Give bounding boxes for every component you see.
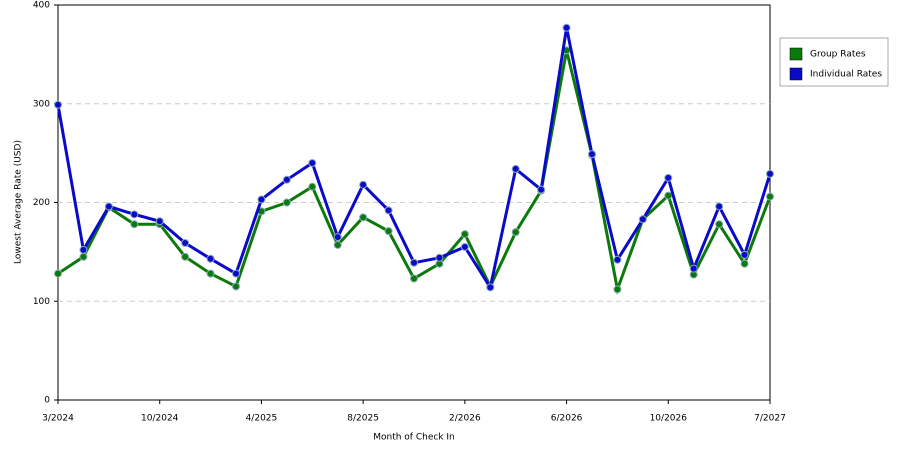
point [359,180,368,189]
point [181,238,190,247]
point [181,252,190,261]
y-tick-label: 300 [33,99,50,109]
point [435,253,444,262]
point [410,274,418,283]
point [333,233,342,242]
point [232,269,240,278]
point [613,255,622,264]
point [359,213,368,222]
point [460,242,469,251]
legend-swatch [789,47,803,61]
point [130,210,139,219]
point [155,217,164,226]
point [562,23,571,32]
point [206,254,215,263]
x-axis-label: Month of Check In [373,433,455,443]
point [232,282,240,291]
point [766,169,774,178]
point [54,100,62,109]
x-tick-label: 3/2024 [42,414,74,424]
point [740,250,749,259]
point [613,285,622,294]
point [410,258,418,267]
point [308,159,317,167]
point [384,227,393,236]
point [511,164,520,173]
point [715,202,724,211]
point [486,283,495,292]
y-tick-label: 200 [33,198,50,208]
point [79,252,88,261]
x-tick-label: 10/2024 [141,414,179,424]
point [460,230,469,239]
y-axis-label: Lowest Average Rate (USD) [14,140,24,264]
legend-label: Group Rates [810,50,866,60]
x-tick-label: 10/2026 [650,414,688,424]
point [104,202,113,211]
point [130,220,139,229]
point [740,259,749,268]
x-tick-label: 8/2025 [347,414,379,424]
point [308,182,317,191]
point [206,269,215,278]
x-tick-label: 2/2026 [449,414,481,424]
x-tick-label: 4/2025 [246,414,278,424]
point [257,195,266,204]
point [282,198,291,207]
point [664,173,673,182]
y-tick-label: 0 [44,396,50,406]
point [588,150,596,159]
point [54,269,62,278]
point [511,228,520,237]
point [333,240,342,249]
point [766,192,774,201]
point [689,264,698,273]
point [282,175,291,184]
point [715,220,724,229]
point [537,185,546,194]
point [638,215,647,224]
x-tick-label: 6/2026 [551,414,583,424]
legend-label: Individual Rates [810,70,882,80]
point [79,245,88,254]
series-line [57,50,772,296]
y-tick-label: 100 [33,297,50,307]
legend-swatch [789,67,803,81]
y-tick-label: 400 [33,1,50,11]
series-line [56,27,772,292]
point [384,206,393,215]
x-tick-label: 7/2027 [754,414,786,424]
point [664,191,673,200]
